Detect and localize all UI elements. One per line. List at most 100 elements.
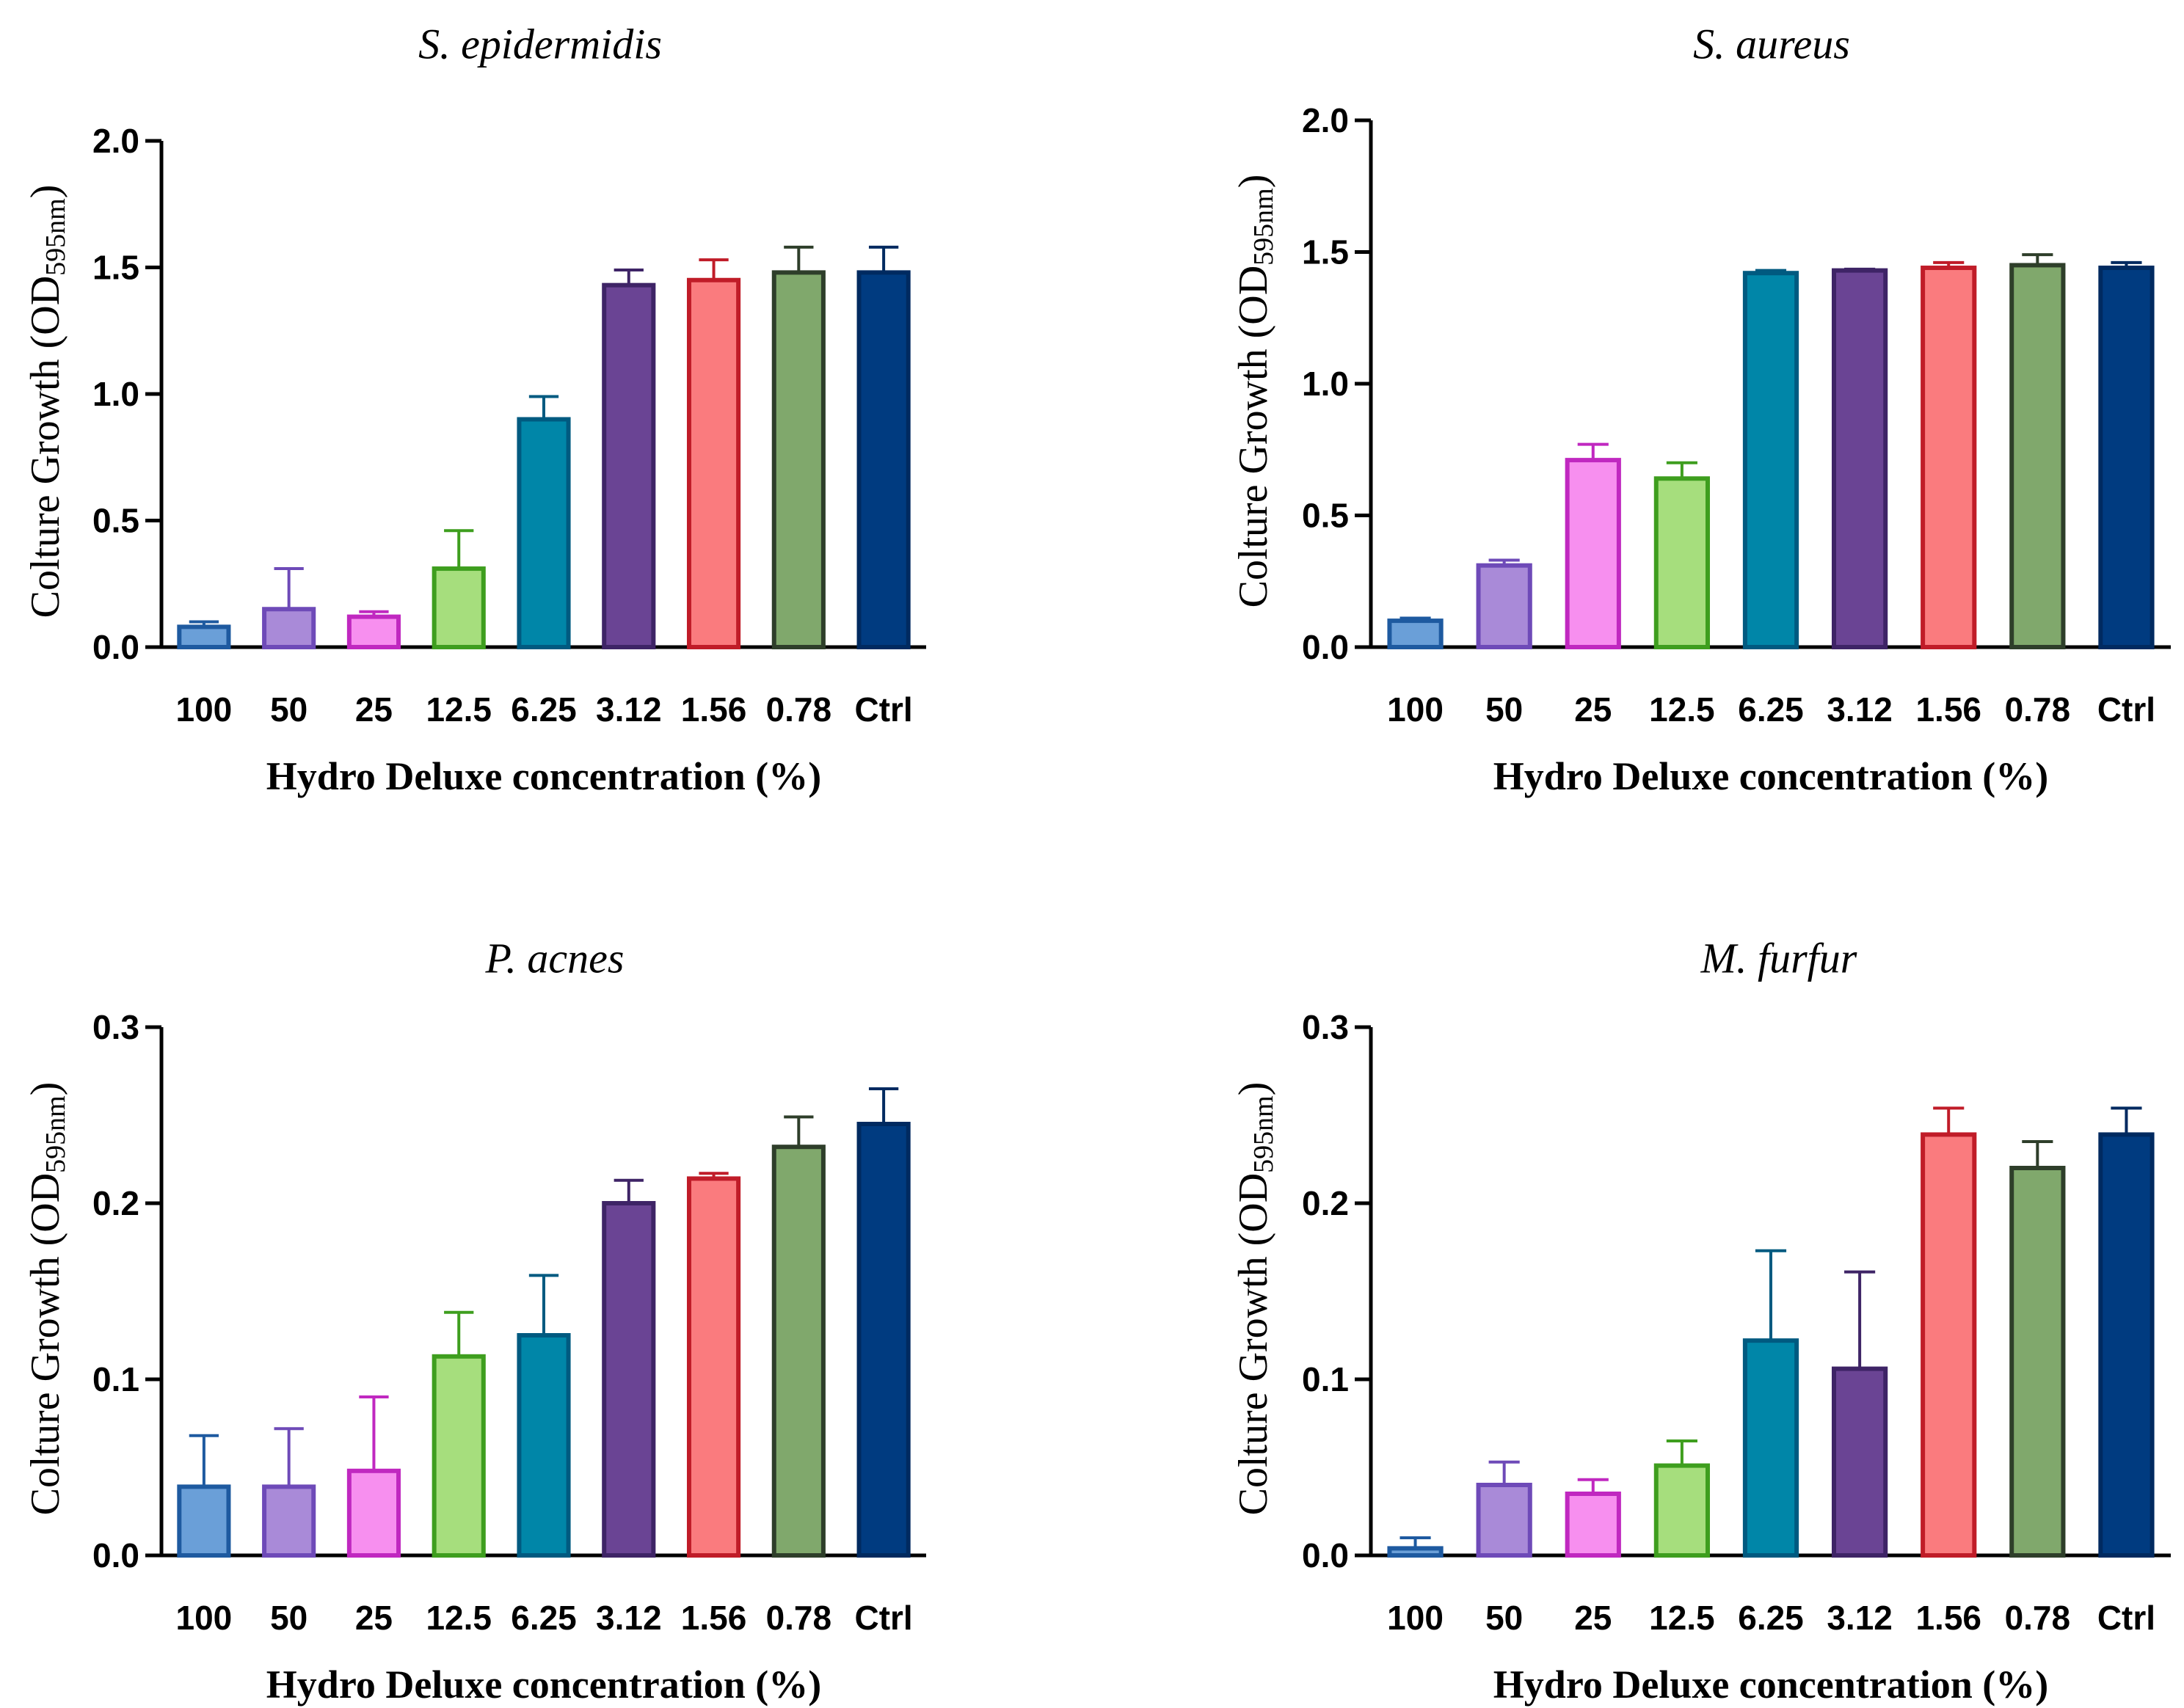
y-tick-label: 0.5 [1302, 497, 1349, 535]
bar-100 [177, 1484, 231, 1558]
y-tick-label: 0.3 [92, 1008, 139, 1046]
y-tick-label: 0.0 [92, 1536, 139, 1574]
bar-12.5 [432, 566, 486, 649]
x-tick-label: 12.5 [426, 1599, 492, 1637]
bar-3.12 [1831, 1366, 1888, 1558]
bar-50 [262, 1484, 316, 1558]
x-tick-label: 100 [1387, 690, 1444, 729]
x-tick-label: 12.5 [426, 690, 492, 729]
x-tick-label: 100 [1387, 1599, 1444, 1637]
chart-title: P. acnes [484, 935, 624, 982]
x-tick-label: Ctrl [854, 1599, 912, 1637]
x-tick-label: 25 [1574, 1599, 1612, 1637]
x-tick-label: 3.12 [1827, 690, 1893, 729]
bar-25 [1565, 1492, 1621, 1558]
x-tick-label: Ctrl [2097, 690, 2155, 729]
y-tick-label: 0.1 [1302, 1360, 1349, 1398]
chart-title: S. epidermidis [418, 21, 662, 68]
x-tick-label: 25 [1574, 690, 1612, 729]
bar-25 [346, 614, 401, 649]
bar-0.78 [2009, 263, 2066, 649]
bar-Ctrl [856, 1122, 911, 1558]
bar-3.12 [602, 282, 656, 649]
x-tick-label: 3.12 [596, 690, 662, 729]
chart-panel-2: S. aureus 0.0 0.5 1.0 1.5 2.0 100 50 25 12.5 6.25 3… [1231, 21, 2171, 798]
y-tick-label: 0.3 [1302, 1008, 1349, 1046]
x-tick-label: 6.25 [1738, 1599, 1804, 1637]
bar-0.78 [771, 270, 826, 649]
x-tick-label: 3.12 [1827, 1599, 1893, 1637]
x-tick-label: 25 [355, 1599, 393, 1637]
bar-Ctrl [2098, 1132, 2155, 1558]
y-axis-label: Colture Growth (OD595nm) [23, 185, 71, 618]
bar-12.5 [432, 1354, 486, 1558]
y-tick-label: 1.0 [92, 375, 139, 413]
x-tick-label: 50 [1485, 1599, 1523, 1637]
y-tick-label: 2.0 [92, 122, 139, 160]
chart-panel-1: S. epidermidis 0.0 0.5 1.0 1.5 2.0 100 50 25 12.5… [23, 21, 926, 798]
x-tick-label: 6.25 [1738, 690, 1804, 729]
x-tick-label: Ctrl [2097, 1599, 2155, 1637]
y-tick-label: 1.5 [92, 249, 139, 287]
bar-3.12 [602, 1201, 656, 1558]
x-tick-label: 1.56 [1915, 690, 1981, 729]
y-tick-label: 0.1 [92, 1360, 139, 1398]
x-tick-label: 1.56 [681, 690, 747, 729]
x-tick-label: 0.78 [766, 690, 832, 729]
x-axis-label: Hydro Deluxe concentration (%) [266, 1663, 821, 1707]
bar-12.5 [1653, 476, 1711, 649]
y-tick-label: 1.5 [1302, 233, 1349, 271]
bar-6.25 [517, 417, 571, 649]
bar-100 [1387, 618, 1444, 649]
x-tick-label: 3.12 [596, 1599, 662, 1637]
x-tick-label: 100 [176, 1599, 233, 1637]
bar-25 [1565, 458, 1621, 649]
x-axis-label: Hydro Deluxe concentration (%) [266, 754, 821, 798]
bar-1.56 [1921, 266, 1977, 650]
x-tick-label: 12.5 [1649, 1599, 1715, 1637]
x-tick-label: 12.5 [1649, 690, 1715, 729]
y-axis-label: Colture Growth (OD595nm) [23, 1082, 71, 1516]
y-tick-label: 0.2 [92, 1184, 139, 1222]
x-tick-label: 1.56 [1915, 1599, 1981, 1637]
bar-Ctrl [2098, 266, 2155, 650]
bar-12.5 [1653, 1463, 1711, 1558]
x-tick-label: 50 [270, 1599, 307, 1637]
x-tick-label: 50 [270, 690, 307, 729]
y-tick-label: 1.0 [1302, 365, 1349, 403]
x-tick-label: 0.78 [766, 1599, 832, 1637]
x-tick-label: 50 [1485, 690, 1523, 729]
chart-panel-4: M. furfur 0.0 0.1 0.2 0.3 100 50 25 12.5 6.25 3.12… [1231, 935, 2171, 1707]
bar-1.56 [686, 1176, 741, 1558]
bar-25 [346, 1468, 401, 1558]
y-tick-label: 0.5 [92, 502, 139, 540]
chart-panel-3: P. acnes 0.0 0.1 0.2 0.3 100 50 25 12.5 6.25 3.12 1… [23, 935, 926, 1707]
bar-6.25 [517, 1333, 571, 1558]
bar-1.56 [1921, 1132, 1977, 1558]
x-axis-label: Hydro Deluxe concentration (%) [1493, 1663, 2048, 1707]
bar-1.56 [686, 277, 741, 649]
bar-100 [1387, 1546, 1444, 1558]
bar-50 [262, 607, 316, 649]
y-tick-label: 0.0 [1302, 628, 1349, 666]
chart-title: M. furfur [1700, 935, 1857, 982]
y-tick-label: 0.0 [92, 628, 139, 666]
y-tick-label: 0.2 [1302, 1184, 1349, 1222]
x-axis-label: Hydro Deluxe concentration (%) [1493, 754, 2048, 798]
bar-50 [1476, 563, 1532, 650]
bar-Ctrl [856, 270, 911, 649]
bar-0.78 [2009, 1166, 2066, 1558]
bar-50 [1476, 1483, 1532, 1558]
y-tick-label: 0.0 [1302, 1536, 1349, 1574]
x-tick-label: 1.56 [681, 1599, 747, 1637]
x-tick-label: 100 [176, 690, 233, 729]
x-tick-label: Ctrl [854, 690, 912, 729]
x-tick-label: 25 [355, 690, 393, 729]
x-tick-label: 0.78 [2005, 1599, 2071, 1637]
x-tick-label: 6.25 [511, 1599, 577, 1637]
bar-0.78 [771, 1145, 826, 1558]
x-tick-label: 0.78 [2005, 690, 2071, 729]
bar-6.25 [1742, 271, 1799, 649]
bar-6.25 [1742, 1338, 1799, 1558]
